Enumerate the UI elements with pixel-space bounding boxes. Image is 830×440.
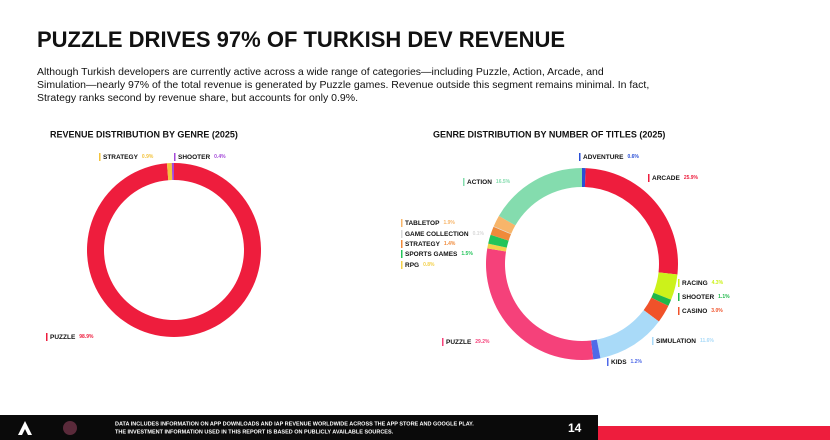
legend-swatch	[442, 338, 444, 346]
chart-title: GENRE DISTRIBUTION BY NUMBER OF TITLES (…	[433, 129, 665, 139]
segment-value: 29.2%	[475, 339, 490, 345]
segment-value: 1.4%	[444, 241, 456, 247]
segment-name: SHOOTER	[178, 154, 210, 161]
segment-label: SHOOTER 0.4%	[178, 154, 226, 161]
legend-swatch	[174, 153, 176, 161]
segment-value: 98.9%	[79, 334, 94, 340]
slide-title: PUZZLE DRIVES 97% OF TURKISH DEV REVENUE	[37, 27, 565, 52]
donut-segment	[490, 226, 512, 241]
segment-value: 11.6%	[700, 338, 714, 344]
segment-label: TABLETOP 1.9%	[405, 220, 455, 227]
segment-value: 16.5%	[496, 179, 511, 185]
donut-segment	[485, 248, 594, 360]
intro-line: Simulation—nearly 97% of the total reven…	[37, 79, 649, 91]
segment-value: 4.3%	[712, 280, 724, 286]
donut-segment	[498, 168, 582, 226]
donut-segment	[487, 243, 507, 252]
logo-icon	[63, 421, 77, 435]
segment-label: PUZZLE 29.2%	[446, 339, 490, 346]
donut-segment	[653, 272, 678, 300]
segment-name: KIDS	[611, 359, 627, 366]
chart-title: REVENUE DISTRIBUTION BY GENRE (2025)	[50, 129, 238, 139]
segment-label: PUZZLE 98.9%	[50, 334, 94, 341]
legend-swatch	[678, 293, 680, 301]
legend-swatch	[652, 337, 654, 345]
segment-label: STRATEGY 0.9%	[103, 154, 154, 161]
legend-swatch	[401, 230, 403, 238]
legend-swatch	[401, 240, 403, 248]
segment-label: STRATEGY 1.4%	[405, 241, 456, 248]
segment-label: GAME COLLECTION 0.1%	[405, 231, 485, 238]
segment-value: 0.1%	[473, 231, 485, 237]
segment-name: SIMULATION	[656, 338, 696, 345]
legend-swatch	[401, 261, 403, 269]
legend-swatch	[463, 178, 465, 186]
donut-segment	[171, 163, 174, 181]
legend-swatch	[579, 153, 581, 161]
donut-segment	[166, 163, 173, 181]
segment-label: ACTION 16.5%	[467, 179, 511, 186]
legend-swatch	[678, 279, 680, 287]
segment-name: STRATEGY	[405, 241, 441, 248]
segment-value: 1.9%	[443, 220, 455, 226]
legend-swatch	[648, 174, 650, 182]
donut-segment	[488, 234, 509, 248]
footer-note: DATA INCLUDES INFORMATION ON APP DOWNLOA…	[115, 421, 474, 427]
legend-swatch	[46, 333, 48, 341]
segment-label: ADVENTURE 0.6%	[583, 154, 639, 161]
segment-name: PUZZLE	[50, 334, 76, 341]
segment-label: SPORTS GAMES 1.5%	[405, 251, 473, 258]
segment-name: RACING	[682, 280, 708, 287]
donut-segment	[582, 168, 586, 188]
footer-bar	[0, 415, 598, 440]
segment-label: ARCADE 25.9%	[652, 175, 699, 182]
legend-swatch	[99, 153, 101, 161]
intro-line: Although Turkish developers are currentl…	[37, 66, 604, 78]
segment-label: RPG 0.8%	[405, 262, 435, 269]
donut-segment	[591, 339, 601, 360]
segment-value: 1.5%	[461, 251, 473, 257]
donut-segment	[493, 226, 512, 235]
segment-name: STRATEGY	[103, 154, 139, 161]
segment-label: SHOOTER 1.1%	[682, 294, 730, 301]
donut-segment	[651, 292, 672, 306]
segment-name: SHOOTER	[682, 294, 714, 301]
segment-name: RPG	[405, 262, 419, 269]
segment-value: 0.6%	[627, 154, 639, 160]
segment-value: 0.9%	[142, 154, 154, 160]
donut-segment	[596, 310, 659, 359]
segment-label: SIMULATION 11.6%	[656, 338, 714, 345]
intro-line: Strategy ranks second by revenue share, …	[37, 92, 358, 104]
segment-value: 0.4%	[214, 154, 226, 160]
donut-segment	[493, 215, 516, 234]
segment-name: TABLETOP	[405, 220, 440, 227]
segment-name: ADVENTURE	[583, 154, 624, 161]
legend-swatch	[607, 358, 609, 366]
segment-name: ACTION	[467, 179, 492, 186]
segment-value: 0.8%	[423, 262, 435, 268]
legend-swatch	[401, 219, 403, 227]
legend-swatch	[678, 307, 680, 315]
segment-name: SPORTS GAMES	[405, 251, 458, 258]
donut-segment	[584, 168, 678, 275]
segment-value: 1.2%	[631, 359, 643, 365]
segment-label: RACING 4.3%	[682, 280, 724, 287]
segment-value: 1.1%	[718, 294, 730, 300]
page-number: 14	[568, 421, 582, 435]
legend-swatch	[401, 250, 403, 258]
segment-name: GAME COLLECTION	[405, 231, 469, 238]
footer-accent	[598, 426, 830, 440]
logo	[18, 421, 32, 435]
segment-label: KIDS 1.2%	[611, 359, 642, 366]
segment-value: 25.9%	[684, 175, 699, 181]
segment-name: ARCADE	[652, 175, 680, 182]
segment-name: CASINO	[682, 308, 707, 315]
segment-value: 3.0%	[711, 308, 723, 314]
donut-segment	[643, 297, 669, 322]
segment-name: PUZZLE	[446, 339, 472, 346]
segment-label: CASINO 3.0%	[682, 308, 723, 315]
footer-note: THE INVESTMENT INFORMATION USED IN THIS …	[115, 429, 394, 435]
